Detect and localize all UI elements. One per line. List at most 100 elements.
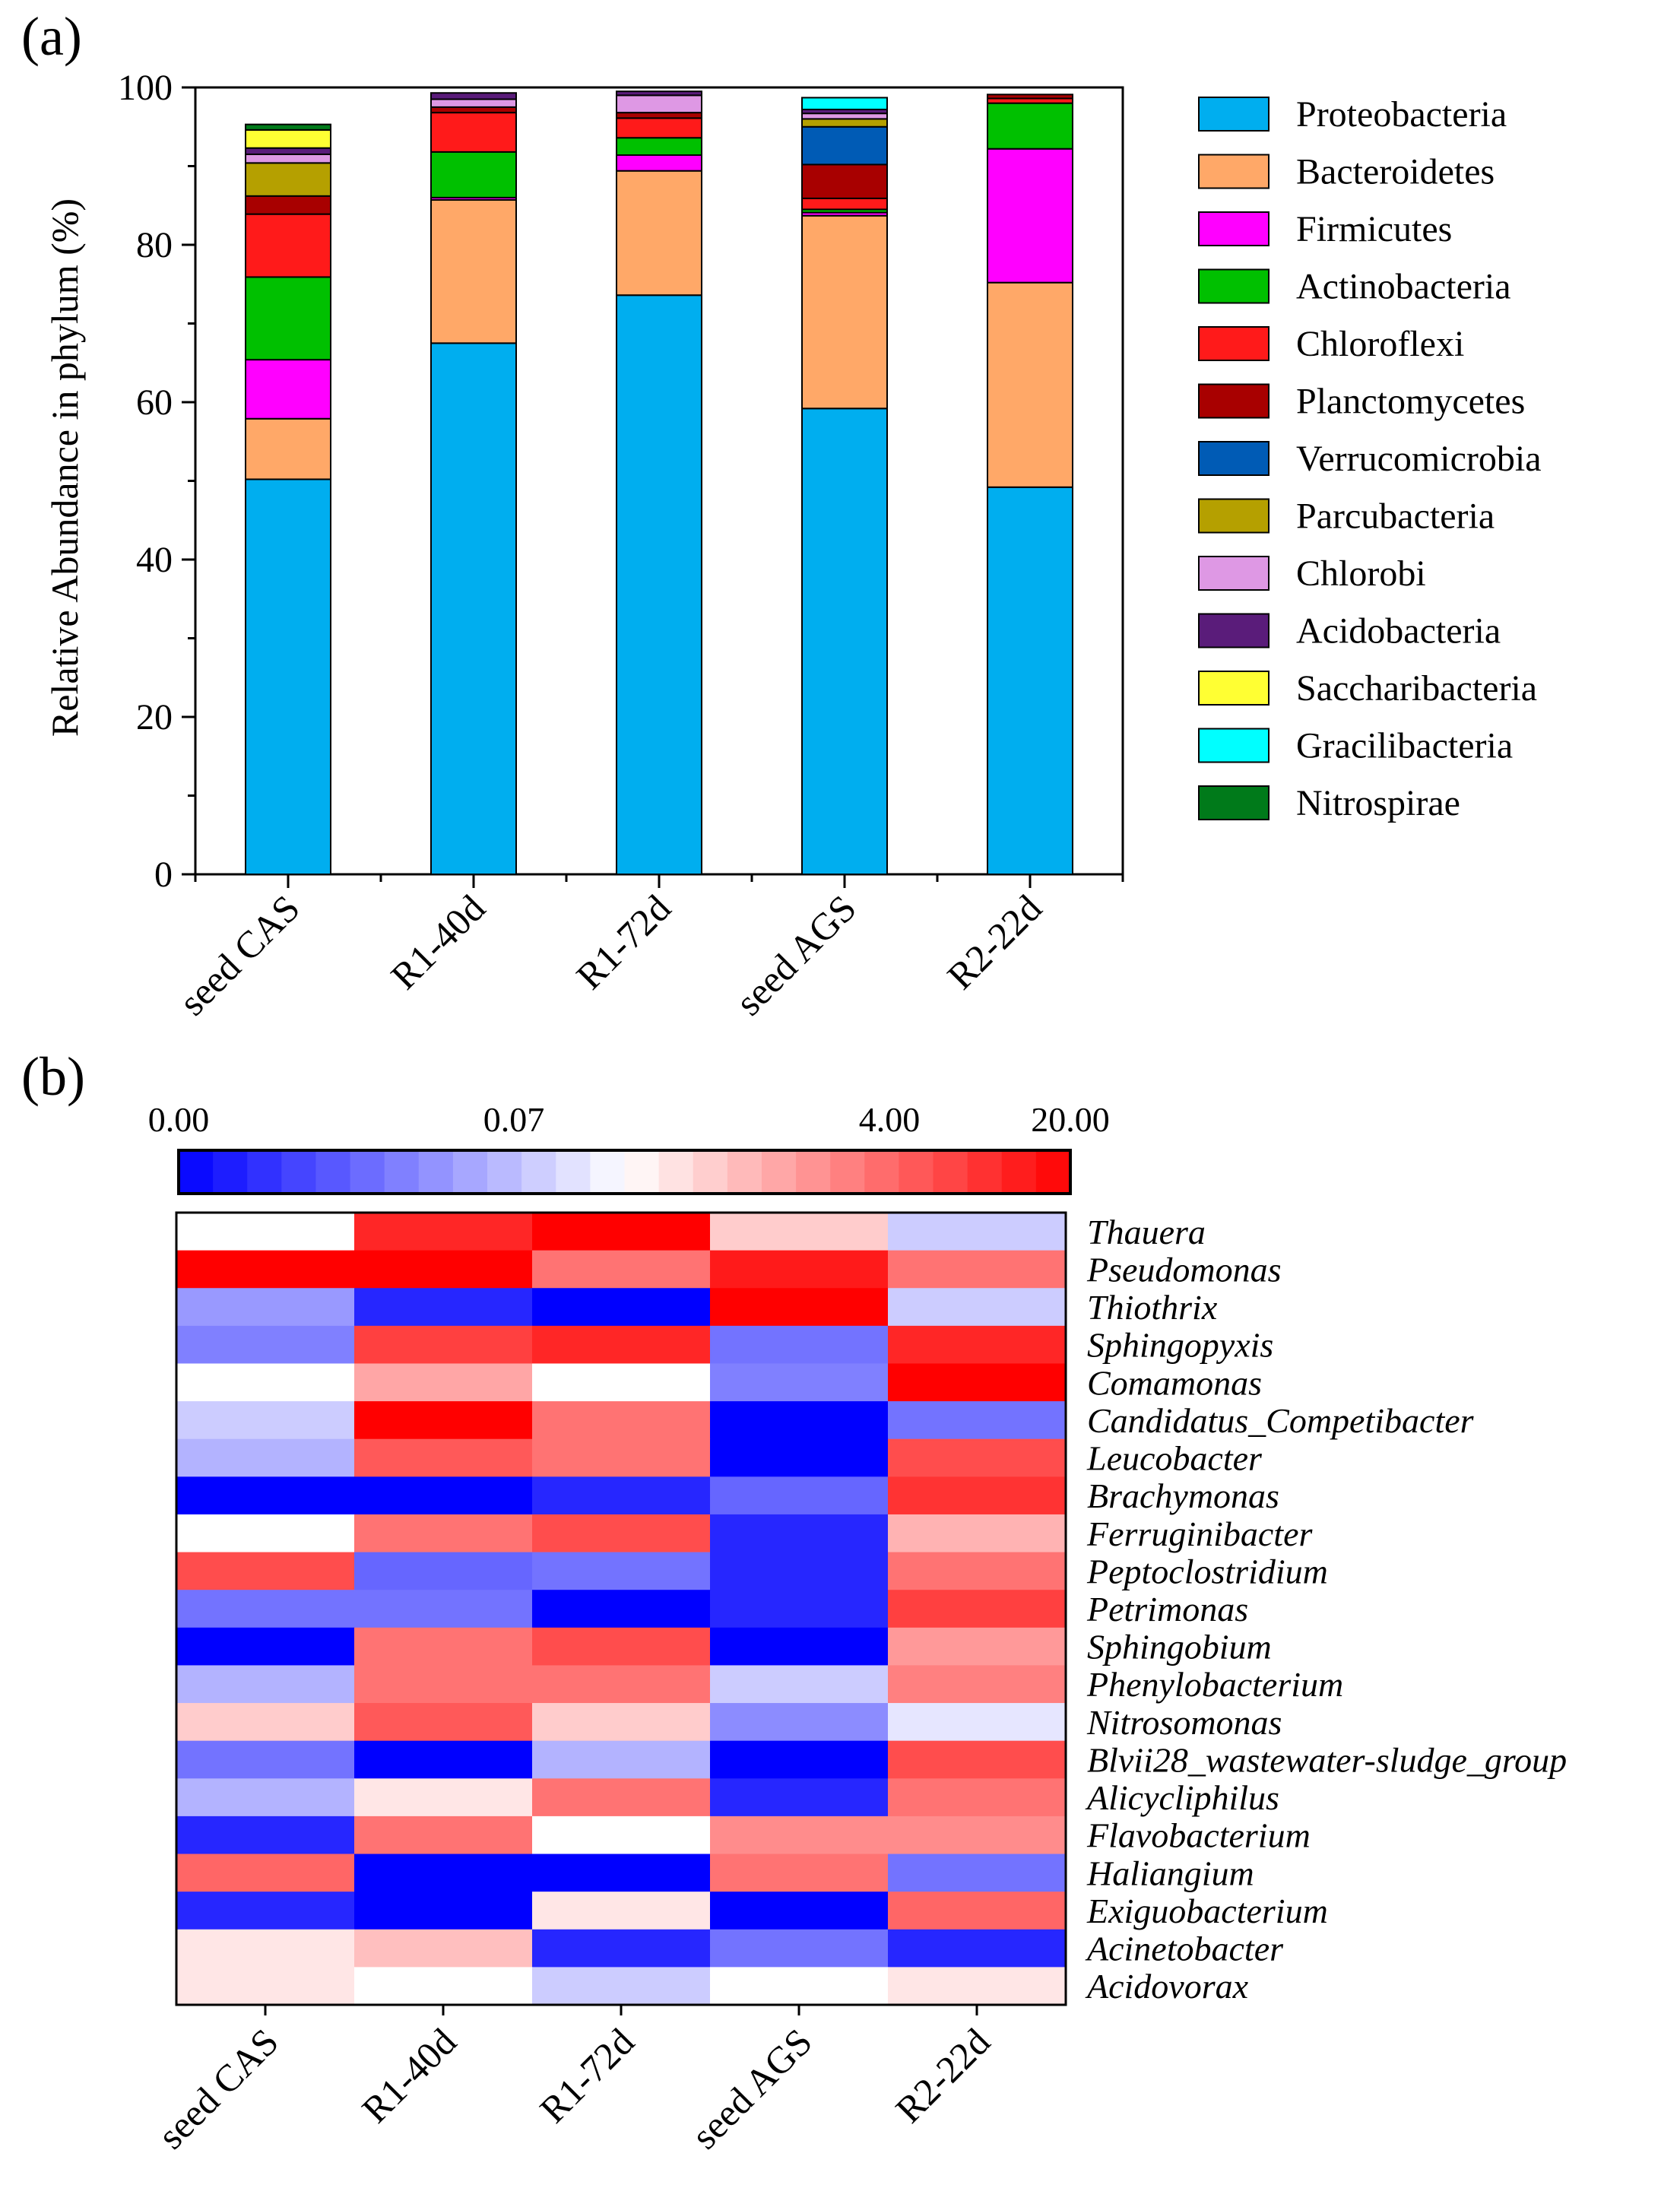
heatmap-cell	[176, 1552, 355, 1590]
colorbar: 0.00 0.07 4.00 20.00	[148, 1100, 1110, 1195]
heatmap-cell	[354, 1438, 533, 1477]
row-label: Sphingobium	[1087, 1628, 1272, 1666]
legend-label: Acidobacteria	[1296, 611, 1501, 652]
heatmap-cell	[888, 1929, 1067, 1968]
legend-swatch	[1198, 268, 1270, 304]
heatmap-cell	[354, 1816, 533, 1855]
heatmap-cell	[710, 1325, 889, 1365]
bar-segment-bacteroidetes	[430, 199, 517, 344]
heatmap-cell	[710, 1552, 889, 1590]
heatmap-cell	[532, 1213, 711, 1251]
heatmap-cell	[532, 1250, 711, 1289]
heatmap-cell	[354, 1740, 533, 1779]
bar-segment-actinobacteria	[616, 137, 702, 157]
bar-segment-planctomycetes	[987, 94, 1073, 100]
bar-segment-actinobacteria	[430, 151, 517, 198]
heatmap-cell	[354, 1929, 533, 1968]
heatmap-cell	[532, 1665, 711, 1704]
bar-segment-nitrospirae	[245, 123, 331, 131]
heatmap-cell	[710, 1967, 889, 2006]
heatmap-cell	[888, 1892, 1067, 1930]
heatmap-cell	[176, 1816, 355, 1855]
row-label: Candidatus_Competibacter	[1087, 1401, 1475, 1440]
heatmap-cell	[532, 1476, 711, 1515]
row-label: Acidovorax	[1085, 1967, 1249, 2006]
colorbar-step	[761, 1150, 797, 1194]
heatmap-cell	[354, 1213, 533, 1251]
heatmap-cell	[532, 1438, 711, 1477]
heatmap-cell	[354, 1288, 533, 1327]
colorbar-label: 0.07	[483, 1100, 545, 1139]
bar-segment-proteobacteria	[245, 478, 331, 875]
bar-segment-parcubacteria	[245, 162, 331, 197]
heatmap-grid: ThaueraPseudomonasThiothrixSphingopyxisC…	[150, 1211, 1567, 2157]
heatmap-cell	[354, 1590, 533, 1628]
plot-area: 0 20 40 60 80 100 seed CAS R1-40d R1-72d seed AGS…	[118, 68, 1124, 1023]
heatmap-cell	[532, 1627, 711, 1666]
bar-segment-chlorobi	[616, 94, 702, 114]
row-label: Flavobacterium	[1086, 1816, 1311, 1855]
heatmap-cell	[176, 1325, 355, 1365]
colorbar-step	[830, 1150, 865, 1194]
y-tick-label: 40	[136, 540, 173, 580]
colorbar-step	[864, 1150, 900, 1194]
heatmap-cell	[176, 1213, 355, 1251]
heatmap-cell	[176, 1665, 355, 1704]
x-tick-label: R2-22d	[939, 886, 1050, 997]
heatmap-cell	[710, 1438, 889, 1477]
legend-label: Bacteroidetes	[1296, 152, 1495, 192]
heatmap-cell	[354, 1514, 533, 1553]
heatmap-cell	[888, 1514, 1067, 1553]
colorbar-step	[693, 1150, 728, 1194]
row-label: Thiothrix	[1087, 1288, 1218, 1327]
bar-segment-chlorobi	[801, 113, 888, 120]
heatmap-cell	[354, 1325, 533, 1365]
heatmap-cell	[354, 1778, 533, 1817]
legend-swatch	[1198, 383, 1270, 419]
heatmap-cell	[710, 1401, 889, 1440]
colorbar-frame	[177, 1149, 1072, 1195]
row-label: Nitrosomonas	[1086, 1703, 1282, 1742]
heatmap-cell	[176, 1892, 355, 1930]
x-tick-label: R1-40d	[382, 886, 493, 997]
legend-swatch	[1198, 613, 1270, 649]
y-tick-label: 0	[154, 855, 173, 895]
heatmap-cell	[176, 1363, 355, 1402]
bar-segment-chloroflexi	[616, 117, 702, 139]
x-tick-label: R1-72d	[568, 886, 679, 997]
heatmap-cell	[354, 1665, 533, 1704]
panel-a-label: (a)	[21, 6, 82, 67]
heatmap-cell	[354, 1703, 533, 1742]
heatmap-cell	[532, 1740, 711, 1779]
legend-label: Verrucomicrobia	[1296, 439, 1542, 479]
bar-segment-proteobacteria	[987, 486, 1073, 876]
heatmap-cell	[532, 1288, 711, 1327]
bar-segment-planctomycetes	[430, 106, 517, 114]
heatmap-cell	[710, 1816, 889, 1855]
colorbar-step	[418, 1150, 454, 1194]
heatmap-cell	[888, 1363, 1067, 1402]
bar-segment-acidobacteria	[430, 92, 517, 100]
heatmap-cell	[710, 1778, 889, 1817]
legend-swatch	[1198, 326, 1270, 361]
x-tick-label: seed CAS	[171, 886, 308, 1023]
legend-label: Parcubacteria	[1296, 496, 1495, 537]
legend-swatch	[1198, 154, 1270, 189]
row-label: Peptoclostridium	[1086, 1552, 1328, 1590]
heatmap-cell	[888, 1778, 1067, 1817]
legend: Proteobacteria Bacteroidetes Firmicutes Act…	[1198, 94, 1542, 823]
heatmap-cell	[710, 1665, 889, 1704]
heatmap-cell	[710, 1627, 889, 1666]
bar-segment-firmicutes	[245, 359, 331, 420]
bar-segment-planctomycetes	[616, 112, 702, 119]
column-label: R2-22d	[887, 2020, 998, 2131]
bar-segment-chloroflexi	[245, 213, 331, 278]
heatmap-cell	[176, 1703, 355, 1742]
heatmap-cell	[888, 1816, 1067, 1855]
heatmap-cell	[176, 1476, 355, 1515]
heatmap-cell	[710, 1250, 889, 1289]
legend-label: Gracilibacteria	[1296, 726, 1513, 766]
heatmap-cell	[532, 1514, 711, 1553]
row-label: Phenylobacterium	[1086, 1665, 1343, 1704]
